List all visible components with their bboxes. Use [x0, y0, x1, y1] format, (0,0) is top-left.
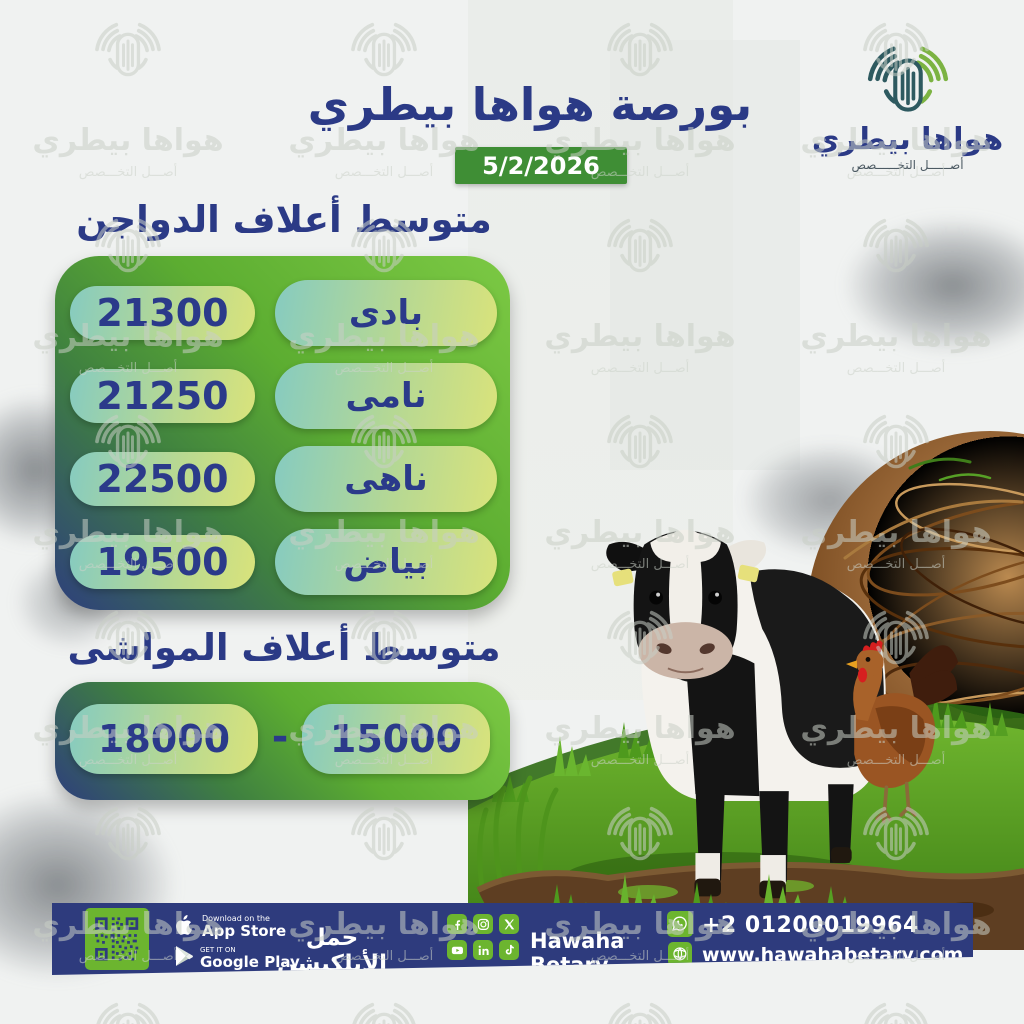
poultry-row-label: بادى [275, 280, 497, 346]
footer-brand-name: Hawaha Betary [530, 929, 625, 977]
download-app-label: حمل الأبلكيشن [277, 925, 387, 977]
brand-logo-title: هواها بيطري [811, 122, 1004, 157]
poultry-row-value: 19500 [70, 535, 255, 589]
brand-logo-icon [867, 46, 949, 112]
poultry-panel: بادى 21300 نامى 21250 ناهى 22500 بياض 19… [55, 256, 510, 610]
smoke-cloud-behind-cow [742, 443, 917, 558]
cow-head [606, 529, 767, 681]
globe-icon[interactable] [668, 942, 692, 966]
poultry-row-label: بياض [275, 529, 497, 595]
footer-website[interactable]: www.hawahabetary.com [702, 944, 964, 966]
chicken-illustration [845, 640, 959, 824]
poultry-section-title: متوسط أعلاف الدواجن [76, 198, 492, 241]
youtube-icon[interactable] [447, 940, 467, 960]
whatsapp-icon[interactable] [667, 911, 693, 937]
poultry-row-label: نامى [275, 363, 497, 429]
poultry-row-value: 21300 [70, 286, 255, 340]
poultry-row-value: 21250 [70, 369, 255, 423]
linkedin-icon[interactable] [473, 940, 493, 960]
poultry-row-label: ناهى [275, 446, 497, 512]
instagram-icon[interactable] [473, 914, 493, 934]
date-badge: 5/2/2026 [455, 147, 627, 184]
livestock-high-value: 18000 [70, 704, 258, 774]
apple-logo-icon[interactable] [172, 912, 196, 939]
range-separator: - [271, 714, 289, 760]
livestock-low-value: 15000 [302, 704, 490, 774]
poultry-row-value: 22500 [70, 452, 255, 506]
livestock-section-title: متوسط أعلاف المواشى [67, 626, 501, 669]
google-play-icon[interactable] [174, 945, 194, 967]
page-title: بورصة هواها بيطري [307, 78, 753, 131]
facebook-icon[interactable] [447, 914, 467, 934]
cow-illustration [606, 529, 886, 899]
footer-bar: Download on the App Store GET IT ON Goog… [52, 903, 973, 975]
tiktok-icon[interactable] [499, 940, 519, 960]
qr-code[interactable] [85, 908, 149, 970]
x-twitter-icon[interactable] [499, 914, 519, 934]
nest-illustration [800, 431, 1024, 797]
livestock-panel: 18000 - 15000 [55, 682, 510, 800]
footer-phone[interactable]: +2 01200019964 [702, 913, 919, 938]
brand-logo: هواها بيطري أصــــــل التخــــــصص [800, 22, 1015, 174]
brand-logo-tagline: أصــــــل التخــــــصص [851, 158, 964, 172]
grass-tufts [492, 684, 1008, 802]
social-icons-grid [447, 914, 519, 960]
smoke-cloud-right [845, 218, 1024, 353]
